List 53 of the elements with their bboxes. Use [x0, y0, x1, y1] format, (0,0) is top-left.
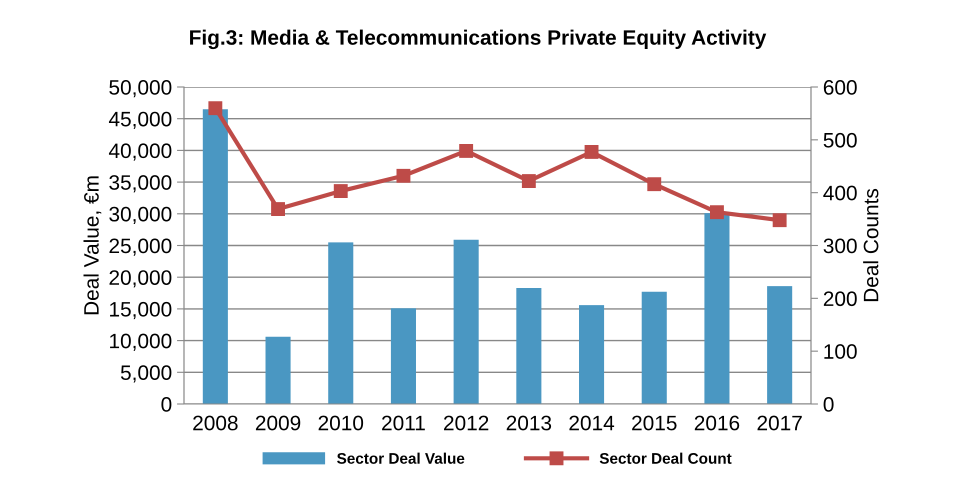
- point: [710, 205, 724, 220]
- y-tick-label: 5,000: [120, 365, 172, 383]
- bar: [767, 286, 792, 404]
- point: [271, 202, 285, 216]
- x-tick-label: 2009: [256, 416, 300, 430]
- bar: [704, 213, 730, 404]
- point: [208, 101, 222, 116]
- x-tick-label: 2011: [382, 416, 425, 430]
- y-tick-label: 20,000: [110, 270, 172, 288]
- bar: [579, 305, 604, 404]
- point: [459, 144, 474, 158]
- point: [396, 168, 410, 183]
- legend-label: Sector Deal Count: [600, 452, 732, 464]
- point: [647, 177, 662, 192]
- y-tick-label: 50,000: [109, 80, 172, 98]
- bar: [266, 336, 291, 404]
- y-tick-label: 0: [161, 397, 172, 412]
- y-tick-label: 25,000: [110, 238, 172, 256]
- y2-tick-label: 400: [823, 186, 857, 200]
- bar: [390, 308, 416, 404]
- bar: [642, 292, 667, 404]
- y-tick-label: 30,000: [109, 206, 172, 224]
- bar: [454, 240, 479, 404]
- bar: [202, 109, 228, 404]
- bar: [516, 288, 542, 404]
- bar: [328, 242, 354, 404]
- y-tick-label: 35,000: [109, 175, 172, 192]
- y-tick-label: 45,000: [108, 112, 172, 129]
- x-tick-label: 2016: [694, 416, 740, 430]
- y2-tick-label: 500: [824, 132, 857, 148]
- y-tick-label: 10,000: [110, 334, 172, 351]
- y-tick-label: 40,000: [108, 143, 172, 161]
- x-tick-label: 2017: [758, 416, 802, 430]
- x-tick-label: 2014: [569, 416, 614, 430]
- point: [772, 213, 787, 228]
- x-tick-label: 2015: [632, 416, 677, 430]
- y2-tick-label: 100: [824, 344, 857, 359]
- x-tick-label: 2013: [506, 416, 552, 430]
- point: [522, 174, 536, 188]
- x-tick-label: 2008: [193, 416, 238, 430]
- y2-tick-label: 0: [824, 397, 834, 412]
- legend-label: Sector Deal Value: [337, 452, 464, 464]
- y2-tick-label: 600: [824, 80, 857, 95]
- y2-tick-label: 300: [824, 238, 857, 254]
- y2-tick-label: 200: [824, 291, 857, 306]
- point: [334, 184, 348, 198]
- y-tick-label: 15,000: [110, 302, 172, 320]
- x-tick-label: 2012: [444, 416, 488, 430]
- x-tick-label: 2010: [318, 416, 364, 430]
- point: [584, 145, 598, 159]
- y2-axis-title: Deal Counts: [863, 188, 878, 302]
- chart-title: Fig.3: Media & Telecommunications Private Equity Activity: [190, 30, 766, 50]
- y-axis-title: Deal Value, €m: [84, 176, 102, 314]
